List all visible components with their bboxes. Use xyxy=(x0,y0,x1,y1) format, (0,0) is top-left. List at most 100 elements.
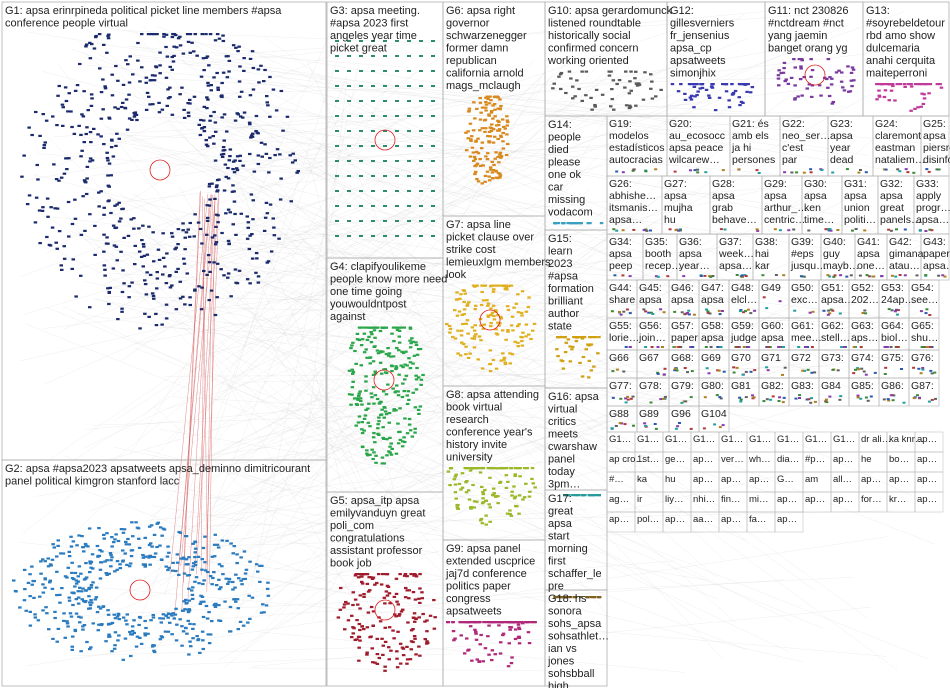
node xyxy=(376,427,380,430)
node xyxy=(201,647,205,651)
node xyxy=(431,160,435,162)
node xyxy=(391,326,396,329)
node xyxy=(200,630,205,633)
node xyxy=(185,574,190,577)
node xyxy=(470,659,474,662)
node xyxy=(375,397,380,401)
node xyxy=(109,146,114,149)
group-nodes-g6 xyxy=(464,95,510,185)
node xyxy=(124,619,128,622)
node xyxy=(839,274,843,277)
node xyxy=(386,347,390,350)
node xyxy=(149,33,154,36)
node xyxy=(12,579,16,582)
small-group-label: G76: xyxy=(911,352,934,364)
node xyxy=(351,603,355,607)
node xyxy=(359,130,363,132)
node xyxy=(155,287,159,290)
node xyxy=(839,80,844,83)
node xyxy=(708,312,712,315)
node xyxy=(174,308,179,311)
node xyxy=(698,87,702,90)
node xyxy=(405,645,409,648)
node xyxy=(88,41,92,44)
node xyxy=(731,91,736,95)
node xyxy=(204,604,209,608)
node xyxy=(137,250,142,253)
node xyxy=(864,396,868,399)
small-group-label: G27: apsa mujha hu xyxy=(664,178,693,226)
node xyxy=(448,331,452,334)
node xyxy=(461,322,465,326)
node xyxy=(496,321,500,324)
node xyxy=(479,633,483,637)
node xyxy=(223,600,227,603)
node xyxy=(352,397,357,400)
node xyxy=(886,398,890,401)
node xyxy=(72,578,76,581)
node xyxy=(593,336,598,339)
node xyxy=(762,400,766,403)
node xyxy=(492,314,496,318)
node xyxy=(357,338,362,342)
node xyxy=(359,235,363,237)
node xyxy=(863,229,867,232)
node xyxy=(894,275,898,278)
node xyxy=(115,203,119,206)
node xyxy=(395,600,399,603)
node xyxy=(20,175,24,178)
node xyxy=(480,290,484,294)
node xyxy=(232,171,237,174)
node xyxy=(852,79,856,82)
node xyxy=(533,621,537,624)
node xyxy=(152,650,157,654)
node xyxy=(249,193,254,196)
node xyxy=(143,634,148,637)
group-nodes-g2 xyxy=(12,521,271,661)
node xyxy=(231,588,235,591)
node xyxy=(782,346,785,348)
node xyxy=(121,616,126,619)
node xyxy=(210,236,215,239)
tiny-group-label: ap… xyxy=(833,454,853,465)
node xyxy=(573,95,577,98)
node xyxy=(335,40,339,42)
node xyxy=(34,110,38,114)
node xyxy=(357,659,361,662)
node xyxy=(478,467,483,470)
node xyxy=(351,370,356,373)
node xyxy=(415,366,419,370)
node xyxy=(530,467,535,470)
node xyxy=(483,127,488,130)
node xyxy=(810,84,815,87)
node xyxy=(717,96,722,99)
node xyxy=(460,313,464,316)
node xyxy=(571,222,575,225)
node xyxy=(505,512,510,515)
node xyxy=(129,555,134,558)
node xyxy=(650,346,654,348)
node xyxy=(407,190,411,192)
node xyxy=(145,91,150,94)
node xyxy=(419,190,423,192)
node xyxy=(407,40,411,42)
node xyxy=(619,397,623,400)
node xyxy=(359,326,364,329)
node xyxy=(232,598,237,601)
node xyxy=(208,136,212,139)
node xyxy=(512,497,517,500)
node xyxy=(76,590,80,593)
node xyxy=(237,45,241,48)
node xyxy=(431,100,435,102)
node xyxy=(766,369,770,372)
node xyxy=(467,301,471,304)
small-group-label: G87: xyxy=(911,380,934,392)
node xyxy=(371,326,376,329)
node xyxy=(830,77,834,80)
node xyxy=(122,282,126,285)
self-loop xyxy=(374,129,396,151)
node xyxy=(762,296,766,299)
node xyxy=(192,50,196,53)
node xyxy=(366,611,371,614)
node xyxy=(489,621,493,624)
